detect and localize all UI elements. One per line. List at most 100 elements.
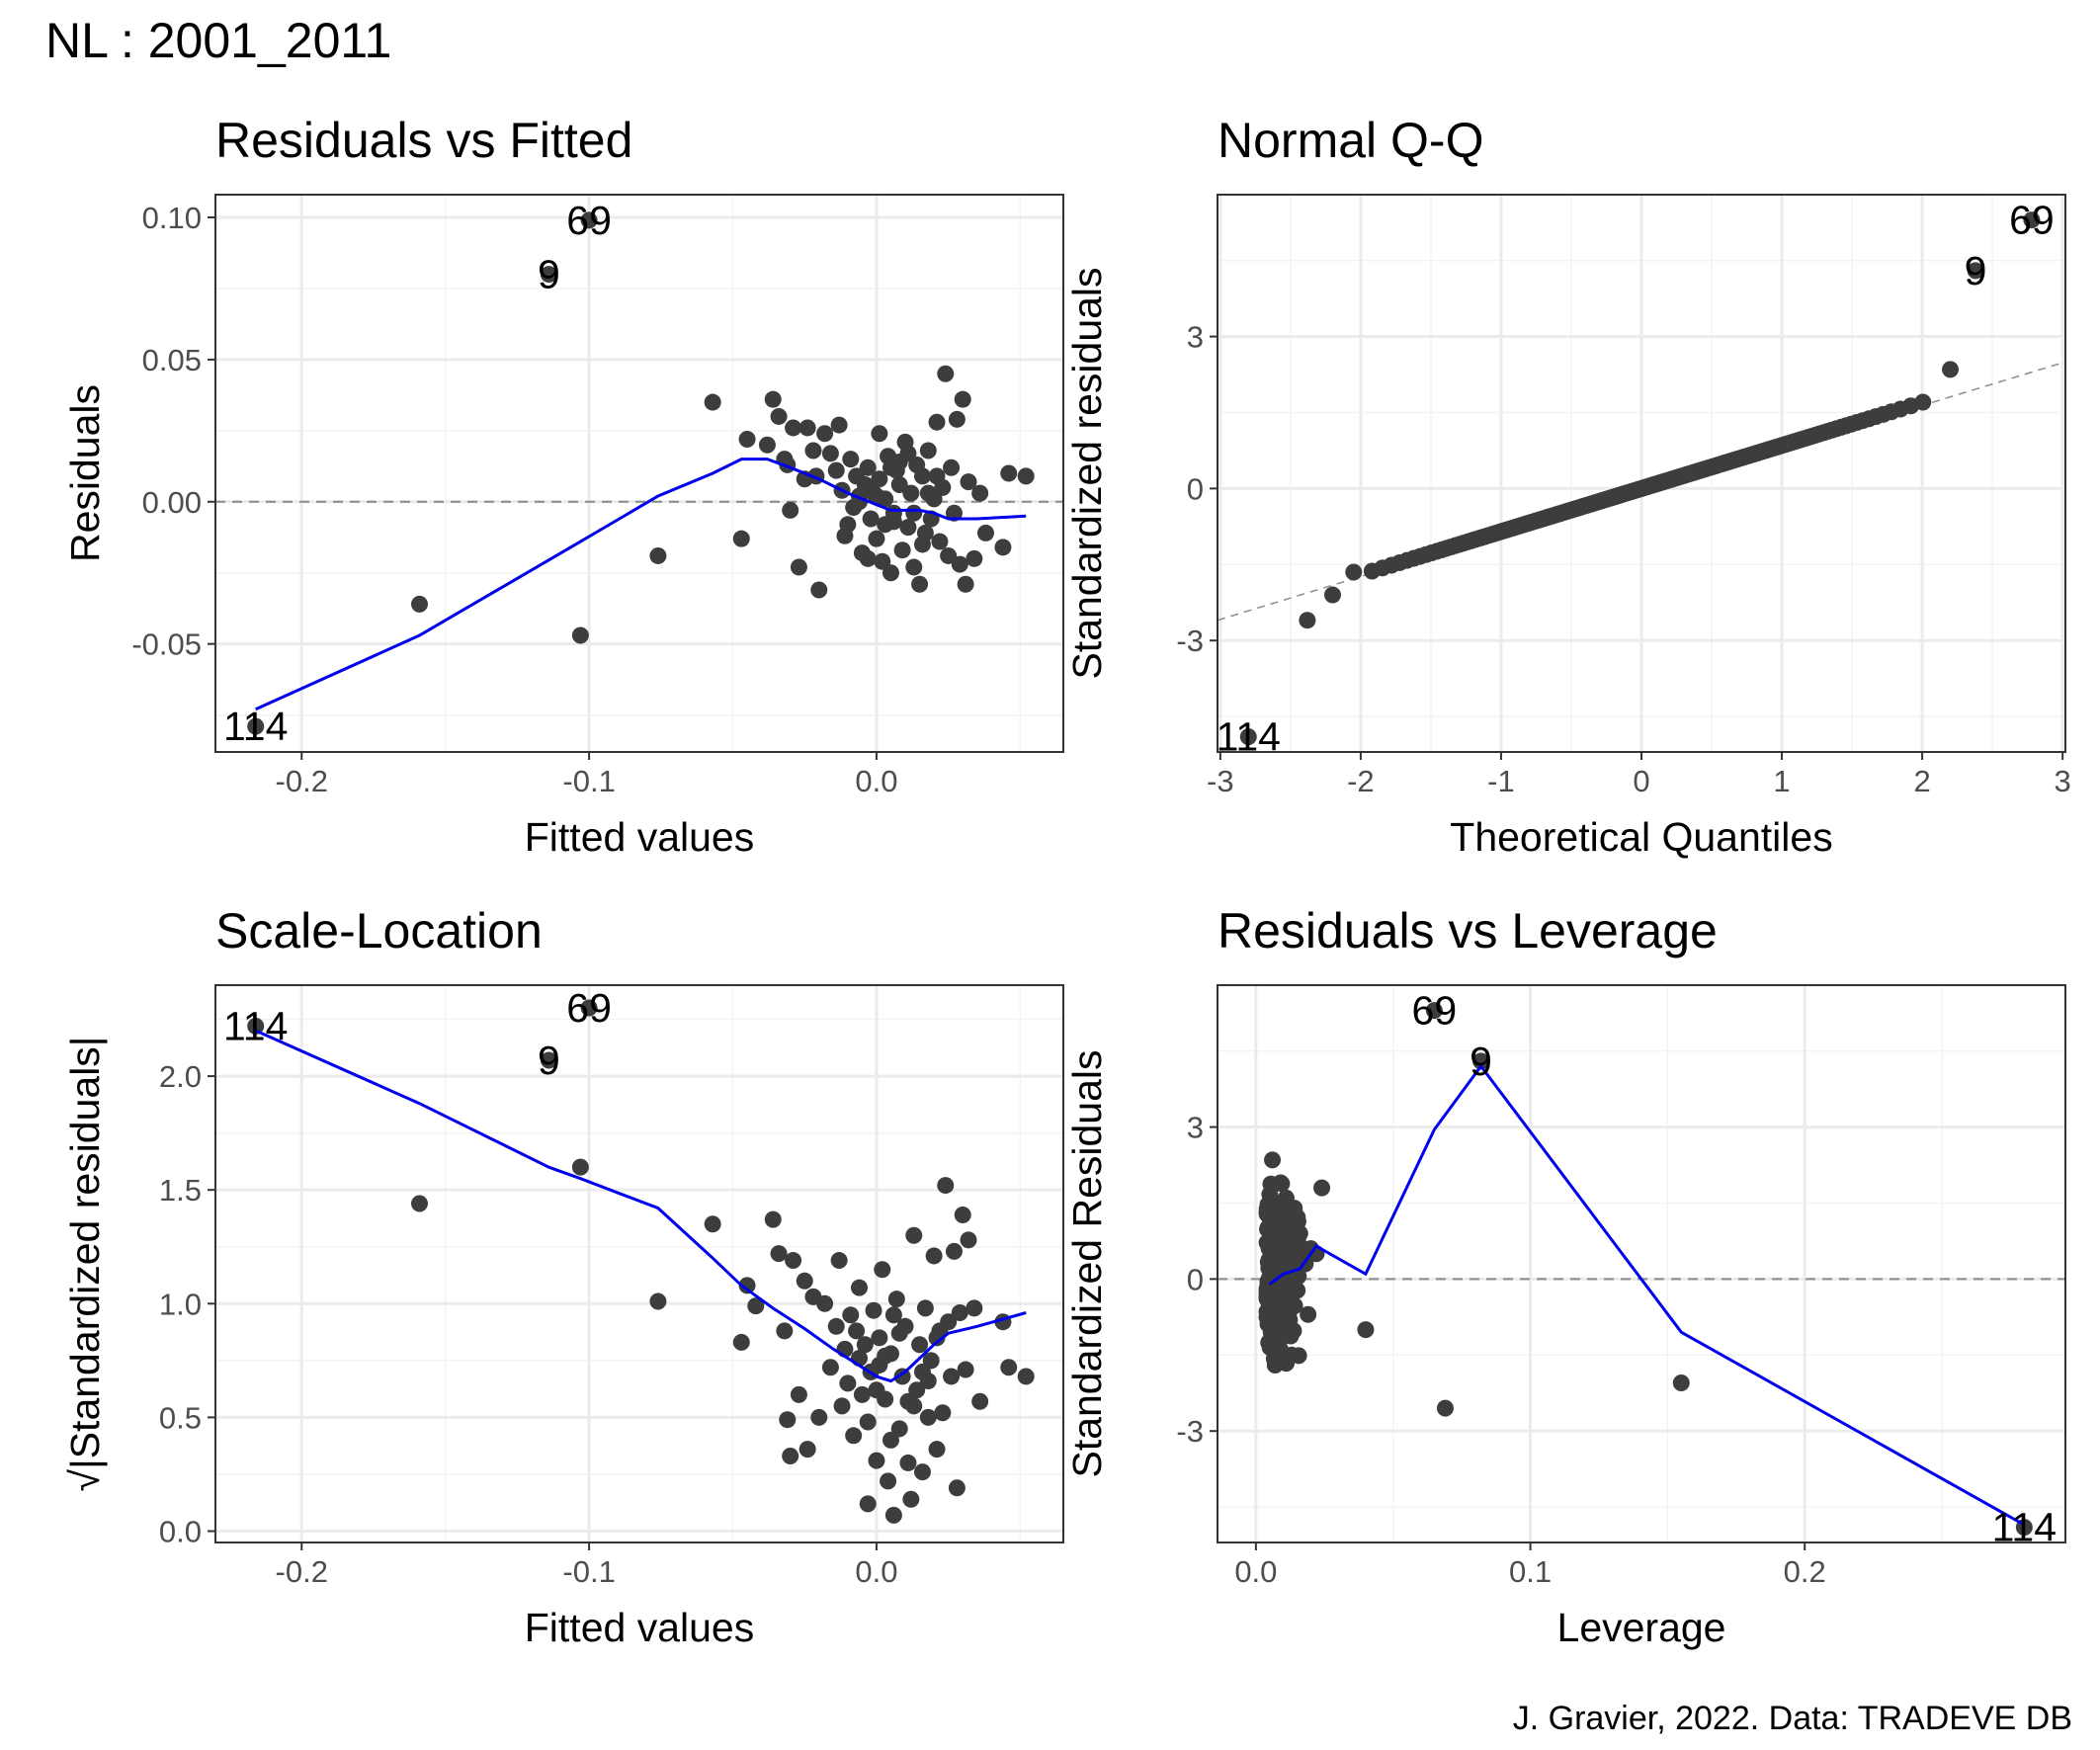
- outlier-label: 69: [566, 985, 612, 1031]
- data-point: [830, 1252, 848, 1270]
- data-point: [868, 1381, 885, 1399]
- y-tick-label: -3: [1176, 624, 1204, 658]
- data-point: [937, 1177, 955, 1195]
- data-point: [571, 626, 589, 644]
- data-point: [411, 595, 429, 613]
- x-tick-label: -0.1: [562, 1554, 615, 1589]
- data-point: [871, 1329, 888, 1347]
- data-point: [796, 1272, 813, 1290]
- plot-background: [215, 985, 1063, 1542]
- y-axis-label: Residuals: [62, 384, 108, 562]
- data-point: [880, 1472, 897, 1490]
- data-point: [1291, 1224, 1308, 1242]
- data-point: [954, 1207, 971, 1224]
- data-point: [782, 1448, 799, 1465]
- x-tick-label: 2: [1913, 764, 1930, 798]
- outlier-label: 9: [538, 1038, 560, 1083]
- data-point: [928, 1329, 946, 1347]
- outlier-label: 114: [223, 1003, 288, 1048]
- data-point: [827, 1317, 845, 1335]
- data-point: [571, 1158, 589, 1176]
- data-point: [882, 564, 899, 582]
- data-point: [1017, 1368, 1035, 1385]
- data-point: [874, 1261, 891, 1279]
- data-point: [899, 519, 917, 537]
- data-point: [1313, 1179, 1331, 1197]
- x-tick-label: 0.0: [1234, 1554, 1277, 1589]
- data-point: [850, 1279, 868, 1296]
- data-point: [1263, 1284, 1281, 1301]
- plot-area: [247, 999, 1035, 1524]
- data-point: [842, 1306, 860, 1324]
- x-tick-label: 0.0: [855, 1554, 897, 1589]
- data-point: [882, 1431, 899, 1449]
- data-point: [1274, 1309, 1292, 1327]
- data-point: [882, 458, 899, 476]
- panel-title: Normal Q-Q: [1218, 113, 1483, 168]
- data-point: [816, 1294, 834, 1312]
- plot-area: [1239, 211, 2041, 746]
- data-point: [971, 1392, 989, 1410]
- data-point: [704, 1215, 721, 1233]
- data-point: [1017, 467, 1035, 485]
- data-point: [779, 1411, 797, 1429]
- data-point: [902, 1490, 920, 1508]
- outlier-label: 69: [1412, 988, 1458, 1034]
- data-point: [842, 451, 860, 468]
- data-point: [919, 1373, 937, 1390]
- plot-area: [1258, 1002, 2033, 1537]
- y-tick-label: 0.05: [142, 343, 202, 377]
- data-point: [859, 1495, 877, 1513]
- data-point: [960, 473, 977, 491]
- y-axis-label: Standardized Residuals: [1064, 1049, 1110, 1477]
- data-point: [1345, 563, 1363, 581]
- data-point: [937, 365, 955, 382]
- data-point: [948, 410, 966, 428]
- data-point: [770, 407, 788, 425]
- y-tick-label: 0: [1187, 471, 1204, 506]
- data-point: [790, 558, 807, 576]
- data-point: [580, 999, 598, 1017]
- data-point: [902, 484, 920, 502]
- data-point: [1264, 1151, 1282, 1169]
- x-tick-label: 0.2: [1784, 1554, 1826, 1589]
- data-point: [830, 416, 848, 434]
- panel-border: [214, 194, 1064, 753]
- smoother-line: [255, 1029, 1027, 1383]
- data-point: [821, 1359, 839, 1376]
- data-point: [810, 1408, 828, 1426]
- data-point: [919, 1408, 937, 1426]
- data-point: [868, 487, 885, 505]
- data-point: [758, 436, 776, 454]
- data-point: [1259, 1315, 1277, 1333]
- panel-title: Scale-Location: [215, 903, 543, 958]
- x-tick-label: -3: [1207, 764, 1234, 798]
- data-point: [934, 1404, 952, 1422]
- x-tick-label: 0: [1633, 764, 1649, 798]
- page-title: NL : 2001_2011: [45, 13, 392, 68]
- x-axis-label: Fitted values: [525, 814, 754, 860]
- data-point: [884, 1306, 902, 1324]
- data-point: [922, 1352, 940, 1370]
- outlier-label: 69: [566, 198, 612, 243]
- data-point: [905, 504, 923, 522]
- data-point: [1300, 1305, 1317, 1323]
- x-tick-label: -0.1: [562, 764, 615, 798]
- data-point: [845, 1427, 863, 1445]
- data-point: [874, 552, 891, 570]
- data-point: [1357, 1321, 1375, 1339]
- data-point: [868, 1452, 885, 1469]
- data-point: [1299, 612, 1316, 629]
- data-point: [940, 1313, 958, 1331]
- outlier-label: 9: [1470, 1039, 1492, 1084]
- data-point: [1000, 464, 1018, 482]
- data-point: [960, 1231, 977, 1249]
- x-tick-label: 0.0: [855, 764, 897, 798]
- data-point: [951, 555, 968, 573]
- y-tick-label: 1.5: [159, 1173, 202, 1208]
- data-point: [785, 419, 802, 437]
- x-tick-label: 3: [2055, 764, 2071, 798]
- data-point: [890, 1420, 908, 1438]
- x-axis-label: Theoretical Quantiles: [1450, 814, 1832, 860]
